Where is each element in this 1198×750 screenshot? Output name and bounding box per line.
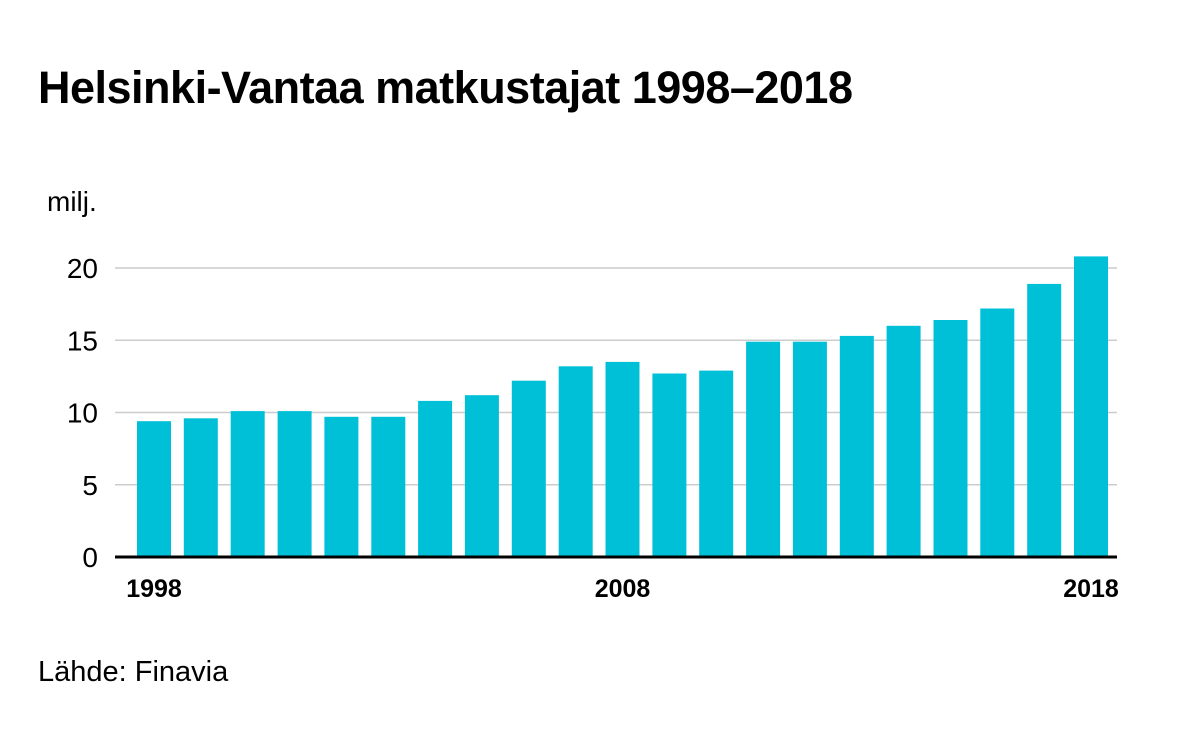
bar-2011 (746, 341, 781, 557)
bar-2005 (464, 395, 499, 557)
bar-2009 (652, 373, 687, 557)
bar-2002 (324, 416, 359, 557)
bar-2018 (1074, 256, 1108, 557)
bar-2012 (792, 341, 827, 557)
bars (137, 256, 1108, 557)
bar-1998 (137, 421, 171, 557)
y-axis-unit-label: milj. (47, 186, 97, 217)
x-tick-label-2008: 2008 (595, 575, 651, 603)
y-tick-label-20: 20 (67, 253, 98, 284)
bar-2003 (371, 416, 406, 557)
y-tick-label-0: 0 (82, 542, 98, 573)
bar-1999 (183, 418, 218, 557)
bar-2016 (980, 308, 1015, 557)
bar-2015 (933, 320, 968, 557)
bar-2001 (277, 411, 312, 557)
bar-2000 (230, 411, 265, 557)
y-tick-label-15: 15 (67, 325, 98, 356)
bar-2010 (699, 370, 734, 557)
bar-2008 (605, 361, 640, 557)
chart-title: Helsinki-Vantaa matkustajat 1998–2018 (38, 62, 853, 113)
y-tick-label-5: 5 (82, 470, 98, 501)
x-tick-label-1998: 1998 (126, 575, 182, 603)
bar-2013 (839, 335, 874, 557)
y-tick-label-10: 10 (67, 398, 98, 429)
source-note: Lähde: Finavia (38, 656, 229, 688)
y-axis-ticks: 0 5 10 15 20 (67, 253, 98, 573)
bar-2017 (1027, 283, 1062, 557)
x-tick-label-2018: 2018 (1063, 575, 1119, 603)
bar-2004 (418, 400, 453, 557)
bar-2014 (886, 325, 921, 557)
x-axis-ticks: 1998 2008 2018 (126, 575, 1119, 603)
bar-2006 (511, 380, 546, 557)
bar-2007 (558, 366, 593, 557)
